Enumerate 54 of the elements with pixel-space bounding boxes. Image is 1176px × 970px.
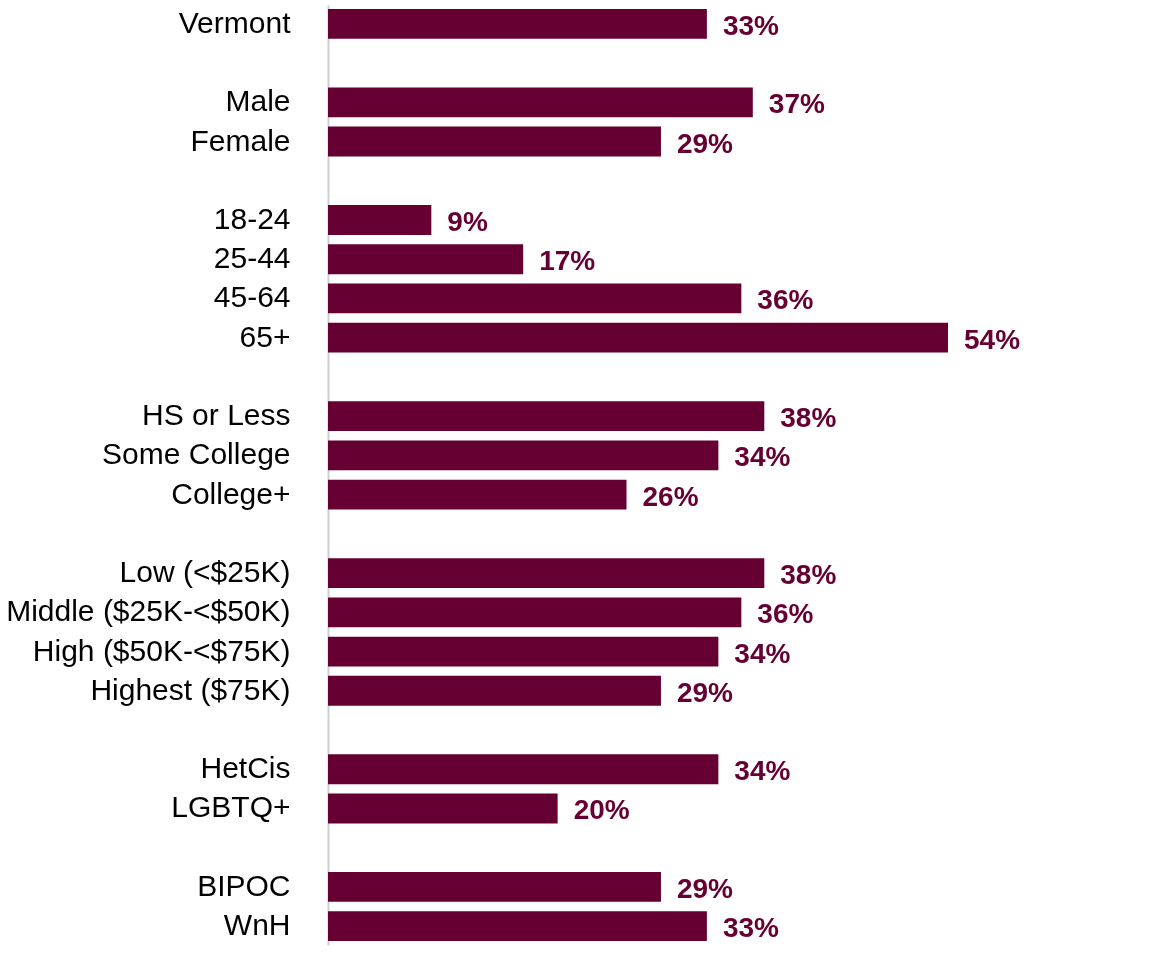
bar	[328, 440, 719, 471]
data-label: 33%	[722, 9, 780, 41]
data-label: 38%	[780, 402, 837, 434]
y-tick-label: High ($50K-<$75K)	[32, 633, 291, 667]
y-tick-label: LGBTQ+	[171, 790, 291, 824]
y-tick-label: 65+	[239, 319, 291, 353]
y-tick-label: 45-64	[213, 280, 291, 314]
y-tick-label: Highest ($75K)	[90, 672, 291, 706]
data-label: 34%	[734, 755, 791, 787]
data-label: 20%	[573, 794, 630, 826]
bar	[328, 479, 627, 510]
y-tick-label: Low (<$25K)	[119, 555, 291, 589]
data-label: 9%	[447, 205, 488, 237]
y-tick-label: Male	[225, 84, 291, 118]
bar	[328, 872, 661, 902]
y-tick-label: 18-24	[213, 201, 291, 235]
y-tick-label: BIPOC	[197, 868, 291, 902]
data-label: 33%	[722, 912, 780, 944]
data-label: 17%	[539, 245, 596, 277]
data-label: 29%	[676, 872, 734, 904]
bar	[328, 793, 558, 824]
bar	[328, 636, 719, 667]
bar	[328, 754, 719, 785]
data-label: 54%	[964, 323, 1021, 355]
y-tick-label: WnH	[223, 908, 291, 942]
bar	[328, 244, 524, 275]
data-label: 38%	[780, 559, 837, 591]
bar	[328, 87, 753, 118]
data-label: 36%	[757, 284, 814, 316]
bar	[328, 126, 661, 157]
y-tick-label: 25-44	[213, 241, 291, 275]
bar	[328, 401, 765, 432]
bar	[328, 8, 707, 39]
y-tick-label: HS or Less	[142, 398, 291, 432]
data-label: 34%	[734, 637, 791, 669]
y-tick-label: Female	[190, 123, 291, 157]
bar	[328, 911, 707, 942]
data-label: 29%	[676, 127, 734, 159]
y-tick-label: Some College	[102, 437, 291, 471]
y-tick-label: Middle ($25K-<$50K)	[6, 594, 291, 628]
data-label: 34%	[734, 441, 791, 473]
bar	[328, 597, 742, 628]
y-tick-label: Vermont	[178, 5, 292, 39]
y-tick-label: HetCis	[200, 751, 291, 785]
data-label: 37%	[768, 88, 825, 120]
bar	[328, 205, 432, 235]
data-label: 29%	[676, 676, 734, 708]
bar	[328, 675, 661, 706]
bar	[328, 283, 742, 314]
bar	[328, 558, 765, 588]
data-label: 26%	[642, 480, 699, 512]
data-label: 36%	[757, 598, 814, 630]
y-tick-label: College+	[171, 476, 291, 510]
bar	[328, 322, 948, 353]
